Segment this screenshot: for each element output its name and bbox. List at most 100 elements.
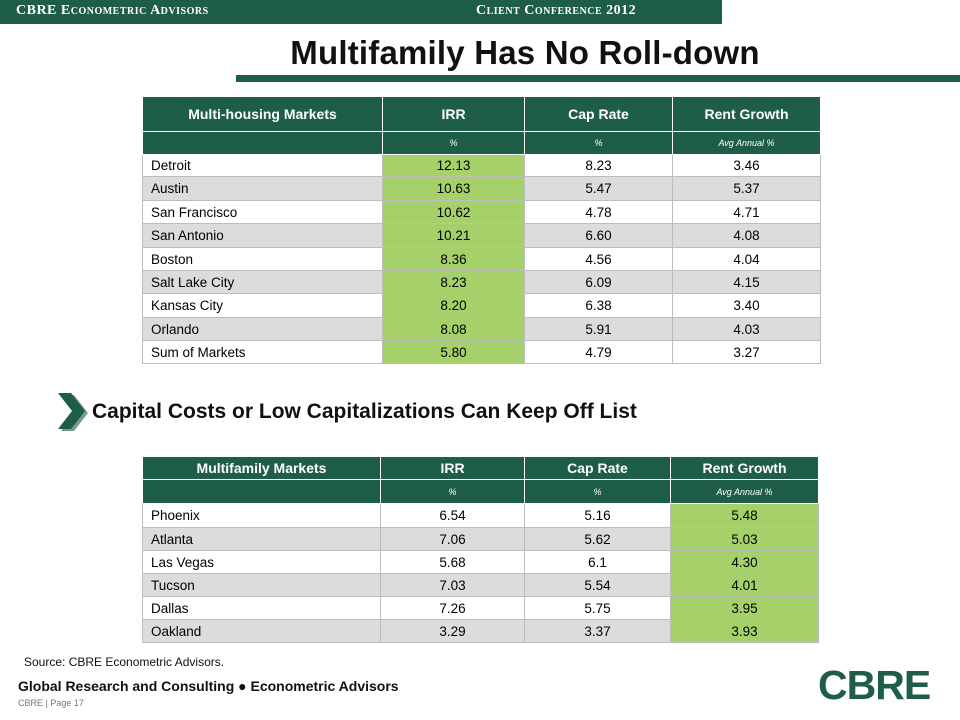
cap-rate-value: 4.79: [524, 340, 673, 364]
footer-text: Global Research and Consulting ● Econome…: [18, 678, 399, 694]
cap-rate-value: 8.23: [524, 154, 673, 177]
rent-growth-value: 3.95: [670, 596, 819, 620]
unit-label: %: [380, 479, 525, 504]
rent-growth-value: 4.71: [672, 200, 821, 224]
cap-rate-value: 5.47: [524, 176, 673, 201]
unit-label: %: [524, 479, 671, 504]
rent-growth-value: 3.46: [672, 154, 821, 177]
table-row: Orlando 8.08 5.91 4.03: [142, 317, 821, 341]
table-row: Austin 10.63 5.47 5.37: [142, 176, 821, 201]
irr-value: 5.80: [382, 340, 525, 364]
cap-rate-value: 6.38: [524, 293, 673, 318]
column-header-cap-rate: Cap Rate: [524, 456, 671, 480]
section-heading: Capital Costs or Low Capitalizations Can…: [92, 400, 637, 423]
column-header-rent-growth: Rent Growth: [670, 456, 819, 480]
market-name: San Francisco: [142, 200, 383, 224]
multi-housing-markets-table: Multi-housing Markets IRR Cap Rate Rent …: [142, 96, 821, 364]
rent-growth-value: 5.37: [672, 176, 821, 201]
market-name: Phoenix: [142, 503, 381, 528]
cap-rate-value: 5.16: [524, 503, 671, 528]
rent-growth-value: 4.30: [670, 550, 819, 574]
chevron-right-icon: [58, 393, 88, 431]
multifamily-markets-table: Multifamily Markets IRR Cap Rate Rent Gr…: [142, 456, 819, 643]
irr-value: 8.23: [382, 270, 525, 294]
source-note: Source: CBRE Econometric Advisors.: [24, 655, 225, 669]
irr-value: 7.06: [380, 527, 525, 551]
market-name: Kansas City: [142, 293, 383, 318]
table-row: Detroit 12.13 8.23 3.46: [142, 154, 821, 177]
irr-value: 10.21: [382, 223, 525, 248]
table-row: San Antonio 10.21 6.60 4.08: [142, 223, 821, 248]
title-underline: [236, 75, 960, 82]
market-name: Austin: [142, 176, 383, 201]
cap-rate-value: 6.09: [524, 270, 673, 294]
market-name: Detroit: [142, 154, 383, 177]
market-name: Boston: [142, 247, 383, 271]
irr-value: 12.13: [382, 154, 525, 177]
cap-rate-value: 4.56: [524, 247, 673, 271]
market-name: Oakland: [142, 619, 381, 643]
rent-growth-value: 5.48: [670, 503, 819, 528]
cap-rate-value: 5.75: [524, 596, 671, 620]
market-name: Las Vegas: [142, 550, 381, 574]
unit-label: %: [524, 131, 673, 155]
column-header-market: Multi-housing Markets: [142, 96, 383, 132]
irr-value: 8.08: [382, 317, 525, 341]
table-row: Dallas 7.26 5.75 3.95: [142, 596, 819, 620]
rent-growth-value: 4.15: [672, 270, 821, 294]
market-name: Atlanta: [142, 527, 381, 551]
irr-value: 10.62: [382, 200, 525, 224]
cap-rate-value: 3.37: [524, 619, 671, 643]
rent-growth-value: 4.01: [670, 573, 819, 597]
column-header-rent-growth: Rent Growth: [672, 96, 821, 132]
cap-rate-value: 5.91: [524, 317, 673, 341]
column-header-market: Multifamily Markets: [142, 456, 381, 480]
table-row: Sum of Markets 5.80 4.79 3.27: [142, 340, 821, 364]
cap-rate-value: 5.54: [524, 573, 671, 597]
table-row: Atlanta 7.06 5.62 5.03: [142, 527, 819, 551]
irr-value: 3.29: [380, 619, 525, 643]
market-name: San Antonio: [142, 223, 383, 248]
irr-value: 7.26: [380, 596, 525, 620]
org-name: CBRE Econometric Advisors: [16, 3, 209, 18]
top-banner: CBRE Econometric Advisors Client Confere…: [0, 0, 722, 24]
unit-label: [142, 131, 383, 155]
table-row: Salt Lake City 8.23 6.09 4.15: [142, 270, 821, 294]
market-name: Dallas: [142, 596, 381, 620]
column-header-cap-rate: Cap Rate: [524, 96, 673, 132]
table-row: Las Vegas 5.68 6.1 4.30: [142, 550, 819, 574]
irr-value: 10.63: [382, 176, 525, 201]
page-number: CBRE | Page 17: [18, 698, 84, 708]
market-name: Salt Lake City: [142, 270, 383, 294]
unit-label: %: [382, 131, 525, 155]
unit-label: Avg Annual %: [672, 131, 821, 155]
irr-value: 6.54: [380, 503, 525, 528]
unit-label: Avg Annual %: [670, 479, 819, 504]
cbre-logo: CBRE: [818, 662, 931, 708]
cap-rate-value: 5.62: [524, 527, 671, 551]
table-row: Tucson 7.03 5.54 4.01: [142, 573, 819, 597]
table-row: Phoenix 6.54 5.16 5.48: [142, 503, 819, 528]
rent-growth-value: 5.03: [670, 527, 819, 551]
table-row: Kansas City 8.20 6.38 3.40: [142, 293, 821, 318]
page-title: Multifamily Has No Roll-down: [290, 34, 760, 71]
column-header-irr: IRR: [382, 96, 525, 132]
cap-rate-value: 4.78: [524, 200, 673, 224]
rent-growth-value: 3.27: [672, 340, 821, 364]
event-name: Client Conference 2012: [476, 3, 637, 18]
cap-rate-value: 6.1: [524, 550, 671, 574]
rent-growth-value: 3.93: [670, 619, 819, 643]
irr-value: 8.20: [382, 293, 525, 318]
table-row: Oakland 3.29 3.37 3.93: [142, 619, 819, 643]
market-name: Tucson: [142, 573, 381, 597]
market-name: Sum of Markets: [142, 340, 383, 364]
cap-rate-value: 6.60: [524, 223, 673, 248]
column-header-irr: IRR: [380, 456, 525, 480]
market-name: Orlando: [142, 317, 383, 341]
irr-value: 8.36: [382, 247, 525, 271]
table-row: San Francisco 10.62 4.78 4.71: [142, 200, 821, 224]
unit-label: [142, 479, 381, 504]
table-row: Boston 8.36 4.56 4.04: [142, 247, 821, 271]
rent-growth-value: 4.08: [672, 223, 821, 248]
irr-value: 7.03: [380, 573, 525, 597]
